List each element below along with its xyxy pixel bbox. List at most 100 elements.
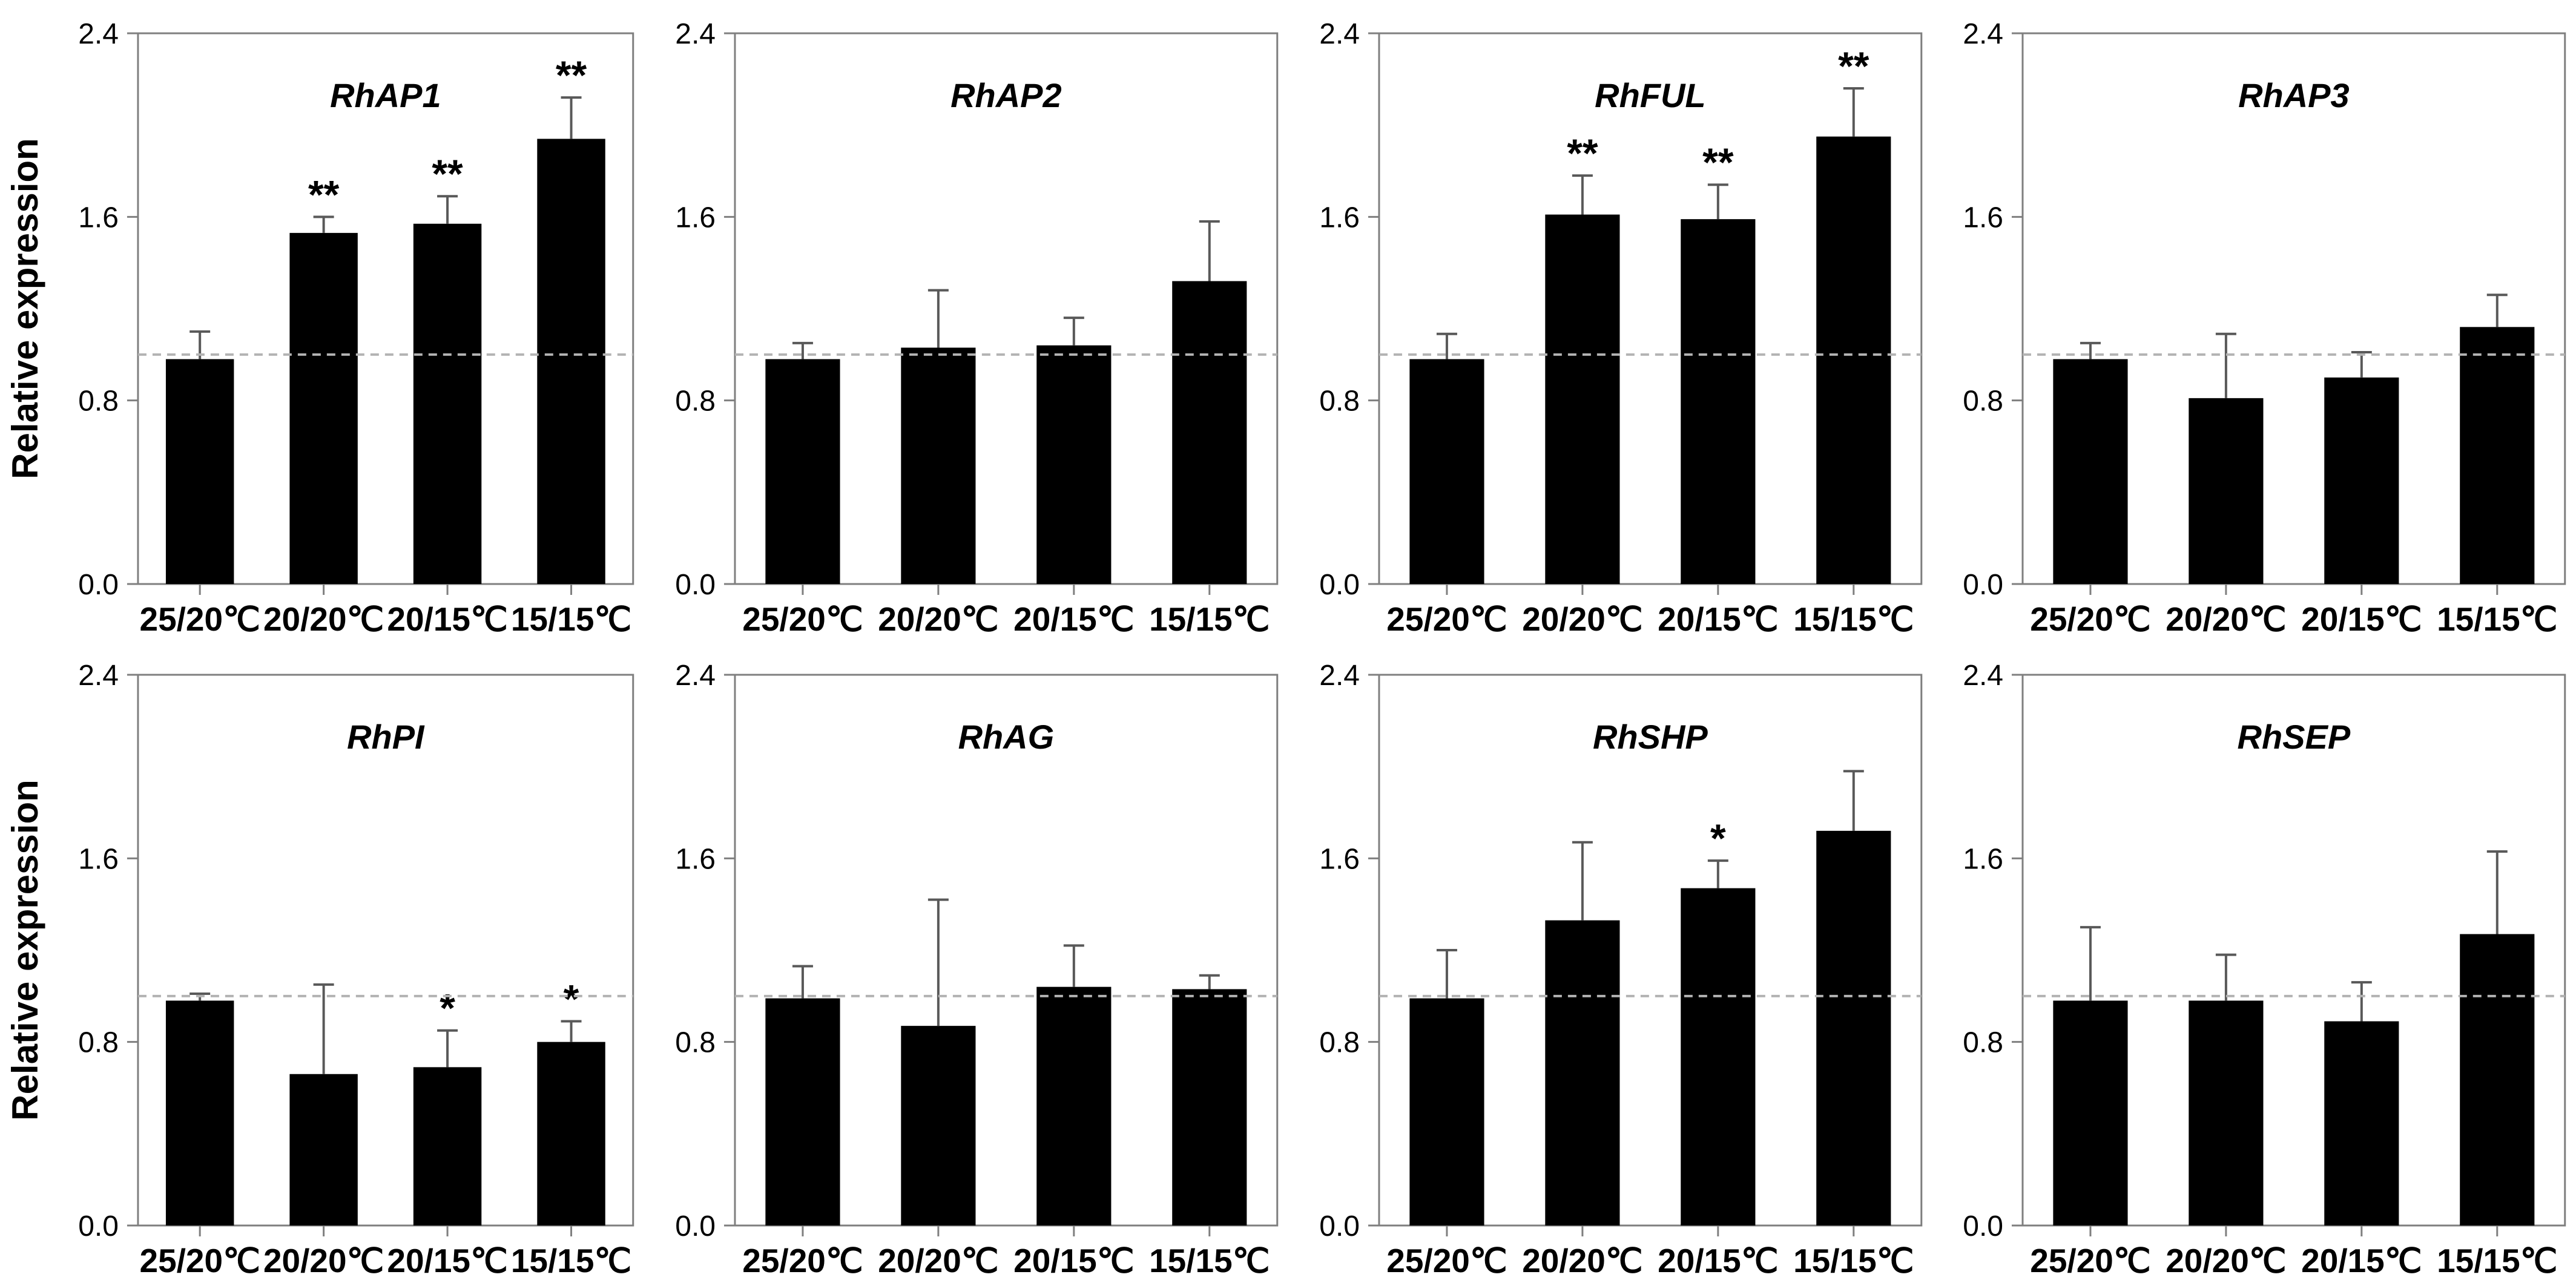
y-tick-label: 0.8 [675,1027,716,1059]
y-tick-label: 1.6 [675,843,716,875]
y-tick-label: 0.0 [78,569,119,601]
x-tick-label: 15/15℃ [2437,1242,2557,1279]
bar-20/15℃ [1036,986,1112,1226]
bar-25/20℃ [765,998,840,1226]
y-tick-label: 2.4 [1963,660,2004,692]
y-tick-label: 2.4 [78,18,119,50]
x-tick-label: 20/20℃ [878,1242,998,1279]
y-tick-label: 2.4 [1319,18,1360,50]
subplot-RhSHP: 0.0 0.8 1.6 2.4 25/20℃ 20/20℃ 20/15℃ * 15/15℃ RhS… [1319,660,1922,1279]
y-tick-label: 0.0 [675,569,716,601]
chart-title: RhFUL [1595,76,1705,114]
bar-20/20℃ [2189,1000,2264,1226]
y-axis-label: Relative expression [5,138,45,479]
x-tick-label: 20/15℃ [2301,1242,2422,1279]
bar-20/20℃ [901,347,976,584]
bar-15/15℃ [1816,136,1891,584]
chart-title: RhAP1 [330,76,441,114]
y-tick-label: 1.6 [675,202,716,234]
x-tick-label: 25/20℃ [742,600,863,638]
y-tick-label: 2.4 [675,660,716,692]
plot-frame [1377,674,1922,1227]
bar-20/15℃ [1680,219,1755,584]
x-tick-label: 15/15℃ [1149,600,1270,638]
bar-20/15℃ [413,223,482,584]
significance-marker: ** [432,151,463,196]
x-tick-label: 25/20℃ [1386,1242,1507,1279]
x-tick-label: 20/20℃ [263,600,384,638]
subplot-RhAG: 0.0 0.8 1.6 2.4 25/20℃ 20/20℃ 20/15℃ 15/15℃ RhAG [675,660,1279,1279]
significance-marker: * [440,986,455,1031]
bar-25/20℃ [165,1000,234,1226]
subplot-RhAP2: 0.0 0.8 1.6 2.4 25/20℃ 20/20℃ 20/15℃ 15/15℃ RhAP… [675,18,1279,638]
y-tick-label: 0.8 [1319,1027,1360,1059]
subplot-RhPI: 0.0 0.8 1.6 2.4 25/20℃ 20/20℃ 20/15℃ * 15/15℃ * Rh… [5,660,634,1279]
y-tick-label: 0.8 [1319,386,1360,418]
x-tick-label: 20/20℃ [1522,600,1642,638]
bar-20/20℃ [289,232,358,584]
plot-frame [1377,32,1922,585]
y-axis-label: Relative expression [5,779,45,1121]
chart-title: RhPI [347,718,425,756]
bar-20/20℃ [289,1074,358,1226]
x-tick-label: 20/15℃ [1013,1242,1134,1279]
bar-15/15℃ [1816,830,1891,1226]
x-tick-label: 20/20℃ [2166,1242,2286,1279]
y-tick-label: 1.6 [1319,202,1360,234]
x-tick-label: 20/20℃ [263,1242,384,1279]
subplot-RhFUL: 0.0 0.8 1.6 2.4 25/20℃ 20/20℃ ** 20/15℃ ** 15/15℃… [1319,18,1922,638]
subplot-cell-RhSHP: 0.0 0.8 1.6 2.4 25/20℃ 20/20℃ 20/15℃ * 15/15℃ RhS… [1288,642,1932,1283]
bar-20/15℃ [2324,377,2399,584]
subplot-cell-RhPI: 0.0 0.8 1.6 2.4 25/20℃ 20/20℃ 20/15℃ * 15/15℃ * Rh… [0,642,644,1283]
subplot-RhAP1: 0.0 0.8 1.6 2.4 25/20℃ 20/20℃ ** 20/15℃ ** 15/15℃… [5,18,634,638]
x-tick-label: 20/15℃ [387,600,507,638]
subplot-RhAP3: 0.0 0.8 1.6 2.4 25/20℃ 20/20℃ 20/15℃ 15/15℃ RhAP… [1963,18,2566,638]
chart-title: RhSHP [1592,718,1707,756]
plot-frame [137,674,634,1227]
x-tick-label: 20/20℃ [878,600,998,638]
y-tick-label: 0.8 [675,386,716,418]
subplot-cell-RhSEP: 0.0 0.8 1.6 2.4 25/20℃ 20/20℃ 20/15℃ 15/15℃ RhSE… [1932,642,2576,1283]
x-tick-label: 25/20℃ [2031,1242,2151,1279]
y-tick-label: 2.4 [675,18,716,50]
bar-25/20℃ [1409,998,1484,1226]
significance-marker: ** [556,53,587,97]
plot-frame [734,32,1279,585]
x-tick-label: 20/20℃ [2166,600,2286,638]
x-tick-label: 15/15℃ [2437,600,2557,638]
bar-20/15℃ [2324,1021,2399,1226]
significance-marker: ** [308,172,340,217]
x-tick-label: 25/20℃ [140,600,260,638]
bar-15/15℃ [1171,281,1247,584]
bar-25/20℃ [165,359,234,584]
y-tick-label: 0.0 [675,1210,716,1242]
chart-title: RhAG [958,718,1054,756]
x-tick-label: 20/15℃ [2301,600,2422,638]
subplot-cell-RhAP3: 0.0 0.8 1.6 2.4 25/20℃ 20/20℃ 20/15℃ 15/15℃ RhAP… [1932,0,2576,642]
y-tick-label: 0.8 [1963,386,2004,418]
y-tick-label: 1.6 [1963,202,2004,234]
chart-title: RhAP3 [2238,76,2350,114]
significance-marker: ** [1567,131,1598,176]
x-tick-label: 25/20℃ [140,1242,260,1279]
bar-20/15℃ [1680,888,1755,1226]
subplot-cell-RhAG: 0.0 0.8 1.6 2.4 25/20℃ 20/20℃ 20/15℃ 15/15℃ RhAG [644,642,1288,1283]
subplot-cell-RhAP2: 0.0 0.8 1.6 2.4 25/20℃ 20/20℃ 20/15℃ 15/15℃ RhAP… [644,0,1288,642]
x-tick-label: 25/20℃ [1386,600,1507,638]
y-tick-label: 0.0 [1319,1210,1360,1242]
bar-15/15℃ [537,1042,605,1226]
y-tick-label: 1.6 [1319,843,1360,875]
bar-20/20℃ [1544,214,1619,585]
y-tick-label: 1.6 [1963,843,2004,875]
bar-20/20℃ [901,1026,976,1226]
y-tick-label: 0.0 [78,1210,119,1242]
plot-frame [2021,32,2566,585]
y-tick-label: 0.8 [1963,1027,2004,1059]
y-tick-label: 0.0 [1963,1210,2004,1242]
x-tick-label: 15/15℃ [1793,600,1914,638]
x-tick-label: 15/15℃ [511,600,631,638]
x-tick-label: 20/15℃ [1658,1242,1778,1279]
plot-frame [734,674,1279,1227]
plot-frame [137,32,634,585]
bar-25/20℃ [765,359,840,584]
